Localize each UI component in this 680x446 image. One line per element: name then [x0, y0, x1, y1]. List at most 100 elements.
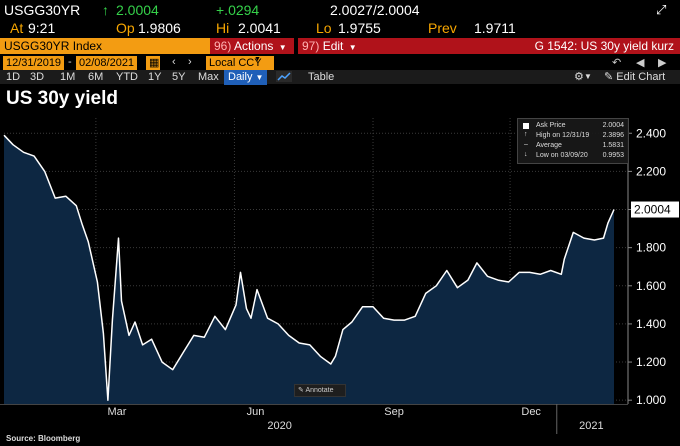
- open-label: Op: [116, 20, 135, 36]
- last-price: 2.0004: [116, 2, 159, 18]
- period-ytd[interactable]: YTD: [116, 71, 138, 83]
- range-dash: -: [68, 56, 72, 68]
- edit-chart-button[interactable]: ✎ Edit Chart: [604, 70, 665, 84]
- expand-icon[interactable]: ⤢: [656, 2, 667, 17]
- average-marker-icon: –: [524, 141, 528, 148]
- y-tick-label: 1.800: [636, 241, 666, 255]
- currency-select[interactable]: Local CCY: [206, 56, 274, 70]
- x-tick-label: Jun: [247, 406, 265, 418]
- quote-time: 9:21: [28, 20, 56, 36]
- period-1m[interactable]: 1M: [60, 71, 76, 83]
- settings-icon[interactable]: ⚙: [574, 71, 584, 83]
- next-arrow-icon[interactable]: ▶: [658, 57, 667, 69]
- line-chart-icon[interactable]: [276, 71, 292, 82]
- frequency-label: Daily: [228, 71, 253, 83]
- security-label: USGG30YR Index: [4, 39, 103, 53]
- legend-ask-value: 2.0004: [602, 122, 624, 129]
- last-value-box: [631, 201, 679, 218]
- legend-ask-label: Ask Price: [536, 122, 566, 129]
- y-tick-label: 1.200: [636, 355, 666, 369]
- chart-toolbar: 1D 3D 1M 6M YTD 1Y 5Y Max Daily ▼ Table …: [0, 70, 680, 85]
- x-axis-band: Mar Jun Sep Dec 2020 2021: [0, 404, 628, 434]
- open-value: 1.9806: [138, 20, 181, 36]
- yield-area-fill: [4, 135, 614, 404]
- chevron-down-icon: ▼: [254, 56, 261, 63]
- legend-average-label: Average: [536, 142, 562, 149]
- low-marker-icon: ↓: [524, 151, 528, 158]
- high-label: Hi: [216, 20, 230, 36]
- start-date-field[interactable]: 12/31/2019: [3, 56, 65, 70]
- currency-label: Local CCY: [209, 57, 262, 69]
- undo-icon[interactable]: ↶: [612, 57, 622, 69]
- actions-label: Actions: [234, 39, 274, 53]
- legend-high-label: High on 12/31/19: [536, 132, 590, 139]
- chart-id: G 1542: US 30y yield kurz: [534, 39, 674, 53]
- edit-menu-bar: 97) Edit ▼ G 1542: US 30y yield kurz: [298, 38, 680, 54]
- year-label: 2020: [267, 420, 291, 432]
- bid-ask: 2.0027/2.0004: [330, 2, 420, 18]
- edit-number: 97): [302, 39, 320, 53]
- x-tick-label: Dec: [521, 406, 541, 418]
- legend-low-label: Low on 03/09/20: [536, 152, 588, 159]
- low-label: Lo: [316, 20, 332, 36]
- yield-chart: 1.0001.2001.4001.6001.8002.0002.2002.400…: [3, 118, 679, 404]
- chevron-down-icon: ▼: [278, 43, 287, 52]
- end-date-field[interactable]: 02/08/2021: [76, 56, 138, 70]
- y-tick-label: 2.200: [636, 164, 666, 178]
- year-label: 2021: [579, 420, 603, 432]
- command-bar: USGG30YR Index 96) Actions ▼ 97) Edit ▼ …: [0, 38, 680, 54]
- period-3d[interactable]: 3D: [30, 71, 45, 83]
- actions-menu[interactable]: 96) Actions ▼: [210, 38, 294, 54]
- period-6m[interactable]: 6M: [88, 71, 104, 83]
- next-period-icon[interactable]: ›: [188, 56, 192, 68]
- net-change: +.0294: [216, 2, 260, 18]
- actions-number: 96): [214, 39, 232, 53]
- high-value: 2.0041: [238, 20, 281, 36]
- up-arrow-icon: ↑: [102, 2, 109, 18]
- low-value: 1.9755: [338, 20, 381, 36]
- quote-row-1: USGG30YR ↑ 2.0004 +.0294 2.0027/2.0004 ⤢: [4, 2, 676, 19]
- period-1d[interactable]: 1D: [6, 71, 21, 83]
- y-tick-label: 1.600: [636, 279, 666, 293]
- last-value-label: 2.0004: [634, 203, 671, 217]
- period-1y[interactable]: 1Y: [148, 71, 162, 83]
- y-tick-label: 2.400: [636, 126, 666, 140]
- prev-arrow-icon[interactable]: ◀: [636, 57, 645, 69]
- date-range-row: 12/31/2019 - 02/08/2021 ▦ ‹ › Local CCY …: [0, 56, 680, 70]
- legend-average-value: 1.5831: [602, 142, 624, 149]
- edit-label[interactable]: Edit: [322, 39, 344, 53]
- quote-row-2: At 9:21 Op 1.9806 Hi 2.0041 Lo 1.9755 Pr…: [4, 20, 676, 37]
- prev-value: 1.9711: [474, 20, 516, 36]
- at-label: At: [10, 20, 24, 36]
- period-max[interactable]: Max: [198, 71, 219, 83]
- edit-chart-label: Edit Chart: [616, 71, 666, 83]
- pencil-icon: ✎: [604, 71, 614, 83]
- chevron-down-icon: ▼: [255, 73, 264, 82]
- annotate-label: Annotate: [305, 387, 334, 394]
- y-tick-label: 1.400: [636, 317, 666, 331]
- ask-swatch-icon: [523, 123, 529, 129]
- y-tick-label: 1.000: [636, 393, 666, 404]
- legend-low-value: 0.9953: [602, 152, 624, 159]
- source-note: Source: Bloomberg: [6, 434, 81, 443]
- table-button[interactable]: Table: [308, 71, 335, 83]
- chevron-down-icon: ▼: [584, 72, 592, 81]
- legend-panel: Ask Price 2.0004 ↑ High on 12/31/19 2.38…: [517, 118, 629, 164]
- yield-line: [3, 134, 615, 401]
- high-marker-icon: ↑: [524, 131, 528, 138]
- x-tick-label: Mar: [107, 406, 126, 418]
- x-tick-label: Sep: [384, 406, 404, 418]
- period-5y[interactable]: 5Y: [172, 71, 186, 83]
- frequency-select[interactable]: Daily ▼: [224, 70, 268, 85]
- legend-high-value: 2.3896: [602, 132, 624, 139]
- chart-title: US 30y yield: [6, 88, 118, 109]
- calendar-icon[interactable]: ▦: [146, 56, 160, 70]
- prev-label: Prev: [428, 20, 457, 36]
- annotate-button[interactable]: ✎ Annotate: [294, 384, 346, 397]
- ticker-label: USGG30YR: [4, 2, 81, 18]
- pencil-icon: ✎: [298, 387, 304, 394]
- security-field[interactable]: USGG30YR Index: [0, 38, 210, 54]
- prev-period-icon[interactable]: ‹: [172, 56, 176, 68]
- y-axis: 1.0001.2001.4001.6001.8002.0002.2002.400…: [627, 118, 679, 404]
- chevron-down-icon: ▼: [348, 43, 357, 52]
